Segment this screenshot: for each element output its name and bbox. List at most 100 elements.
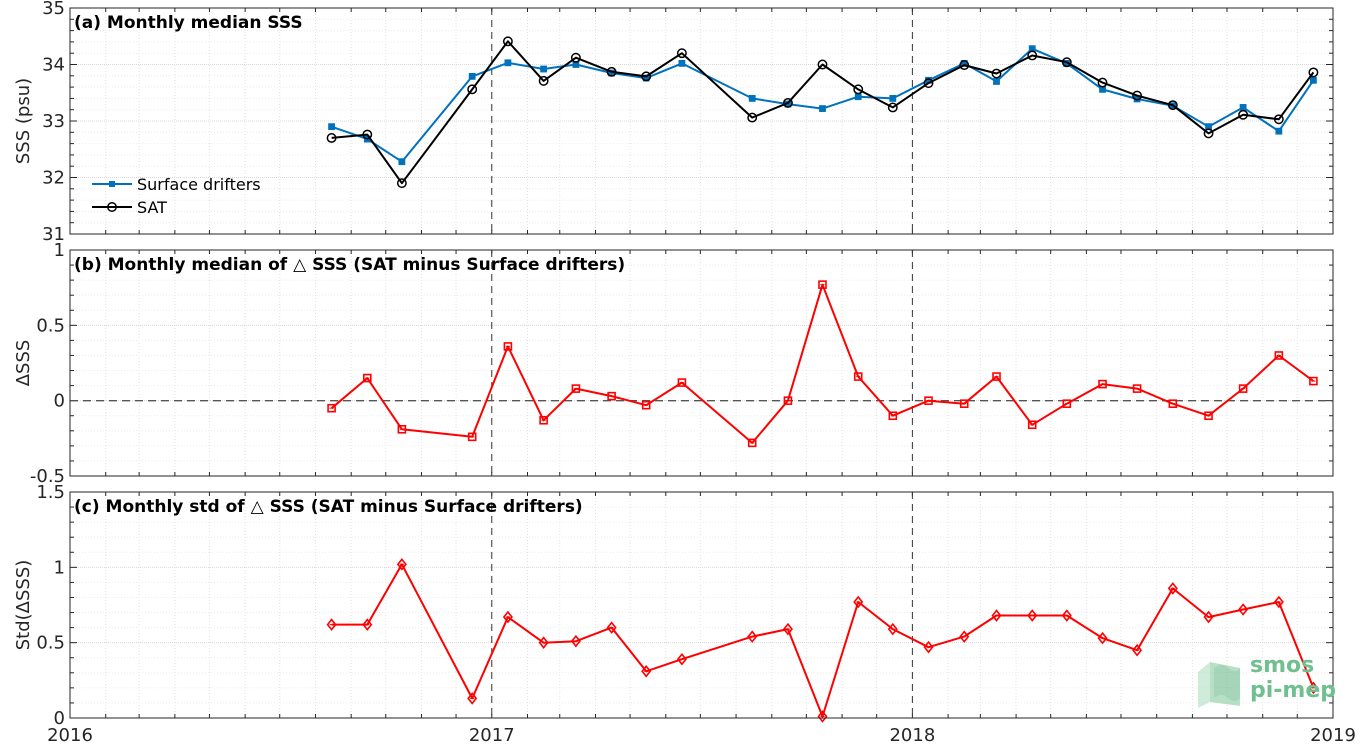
data-point (782, 97, 793, 108)
panel-title: (b) Monthly median of △ SSS (SAT minus S… (74, 255, 625, 275)
data-point (747, 630, 758, 643)
data-point (502, 36, 513, 47)
y-tick-label: 0.5 (36, 633, 65, 654)
data-point (1203, 128, 1214, 139)
legend-label: Surface drifters (137, 175, 261, 194)
data-point (538, 636, 549, 649)
data-point (502, 610, 513, 624)
data-point (889, 95, 897, 102)
data-point (818, 280, 827, 289)
series-line-sat (331, 40, 1315, 185)
legend-marker (107, 202, 117, 212)
data-point (1308, 67, 1319, 78)
data-point (606, 66, 617, 77)
y-tick-label: 1 (54, 240, 65, 261)
data-point (1203, 610, 1214, 624)
panel-title: (c) Monthly std of △ SSS (SAT minus Surf… (74, 497, 583, 517)
data-point (747, 112, 758, 123)
data-point (1097, 77, 1108, 88)
x-tick-label: 2016 (47, 725, 93, 745)
data-point (817, 59, 828, 70)
data-point (817, 710, 828, 723)
data-point (1098, 379, 1107, 389)
data-point (468, 72, 476, 80)
data-point (991, 609, 1002, 622)
data-point (1062, 399, 1072, 408)
data-point (959, 630, 970, 643)
data-point (540, 65, 548, 73)
data-point (676, 652, 687, 666)
data-point (570, 634, 581, 648)
legend-label: SAT (137, 198, 167, 217)
x-tick-label: 2017 (469, 725, 515, 745)
plot-area (70, 250, 1333, 476)
legend-marker (109, 181, 115, 187)
data-point (1239, 104, 1247, 111)
data-point (783, 396, 793, 405)
data-point (1027, 609, 1038, 622)
data-point (362, 129, 373, 140)
data-point (1238, 109, 1249, 120)
data-point (1238, 384, 1248, 393)
data-point (677, 378, 687, 387)
y-tick-label: 1.5 (36, 482, 65, 503)
data-point (1204, 411, 1213, 421)
smos-pi-mep-logo: smos pi-mep (1198, 653, 1336, 708)
data-point (606, 621, 617, 634)
panel-a: 31 32 33 34 35 SSS (psu) (a) Monthly median SS… (13, 0, 1334, 245)
data-point (854, 93, 862, 101)
data-point (467, 84, 478, 95)
data-point (641, 71, 652, 82)
data-point (924, 396, 933, 405)
data-point (748, 95, 756, 102)
data-point (1061, 57, 1072, 68)
data-point (923, 78, 934, 89)
data-point (327, 403, 336, 413)
data-point (467, 432, 477, 442)
panel-title: (a) Monthly median SSS (74, 13, 303, 33)
data-point (992, 372, 1001, 381)
y-tick-label: 0.5 (36, 315, 65, 336)
logo-line1: smos (1250, 653, 1314, 678)
data-point (467, 692, 478, 705)
data-point (1238, 603, 1249, 616)
y-axis-label: Std(ΔSSS) (13, 560, 34, 651)
y-tick-label: 32 (42, 168, 65, 189)
data-point (1310, 76, 1317, 84)
data-point (1097, 631, 1108, 645)
data-point (887, 622, 898, 636)
data-point (363, 373, 372, 383)
axes-frame (69, 249, 1334, 477)
data-point (1273, 114, 1284, 125)
data-point (747, 438, 757, 448)
data-point (1132, 90, 1143, 101)
data-point (888, 411, 898, 421)
data-point (504, 59, 512, 67)
y-tick-label: 0 (54, 708, 65, 729)
data-point (398, 158, 406, 166)
y-axis-label: SSS (psu) (13, 78, 34, 164)
data-point (959, 60, 970, 71)
data-point (853, 595, 864, 609)
data-point (1168, 399, 1178, 408)
data-point (676, 48, 687, 59)
y-tick-label: 31 (42, 224, 65, 245)
data-point (1167, 100, 1178, 111)
data-point (853, 84, 864, 95)
data-point (853, 372, 863, 381)
data-point (503, 342, 513, 351)
legend: Surface drifters SAT (92, 175, 261, 217)
data-point (1027, 420, 1037, 430)
data-point (641, 400, 651, 410)
data-point (1132, 643, 1143, 657)
data-point (887, 102, 898, 113)
y-tick-label: -0.5 (30, 466, 65, 487)
data-point (570, 52, 581, 63)
data-point (923, 640, 934, 654)
data-point (1132, 384, 1142, 393)
data-point (1273, 595, 1284, 609)
x-tick-label: 2019 (1310, 725, 1356, 745)
y-axis-label: ΔSSS (13, 340, 34, 387)
axes-frame (69, 491, 1334, 719)
